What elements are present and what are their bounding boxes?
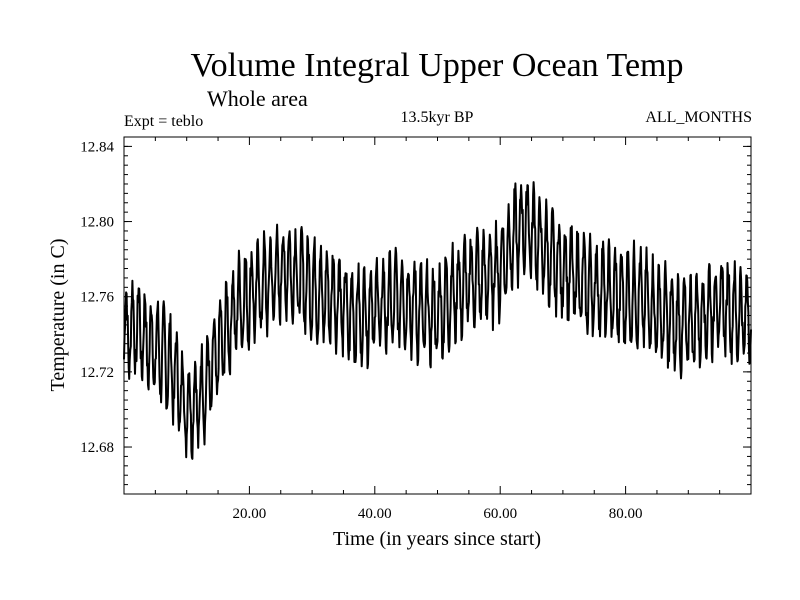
x-tick-label: 60.00 (483, 506, 517, 522)
x-tick-label: 20.00 (233, 506, 267, 522)
chart-subtitle: Whole area (207, 86, 308, 111)
plot-frame (123, 136, 752, 495)
y-tick-label: 12.80 (80, 215, 114, 231)
chart-title: Volume Integral Upper Ocean Temp (191, 47, 684, 84)
axis-ticks (124, 137, 751, 494)
annotation-months: ALL_MONTHS (645, 109, 752, 126)
y-tick-label: 12.76 (80, 290, 114, 306)
annotation-period: 13.5kyr BP (401, 109, 474, 126)
x-tick-labels: 20.00 40.00 60.00 80.00 (233, 506, 643, 522)
x-axis-label: Time (in years since start) (333, 528, 541, 550)
x-tick-label: 80.00 (609, 506, 643, 522)
series-line (123, 181, 752, 460)
y-tick-labels: 12.68 12.72 12.76 12.80 12.84 (80, 139, 114, 456)
annotation-experiment: Expt = teblo (124, 113, 203, 130)
y-tick-label: 12.84 (80, 139, 114, 155)
y-axis-label: Temperature (in C) (47, 239, 69, 392)
y-tick-label: 12.72 (80, 365, 114, 381)
x-tick-label: 40.00 (358, 506, 392, 522)
y-tick-label: 12.68 (80, 440, 114, 456)
